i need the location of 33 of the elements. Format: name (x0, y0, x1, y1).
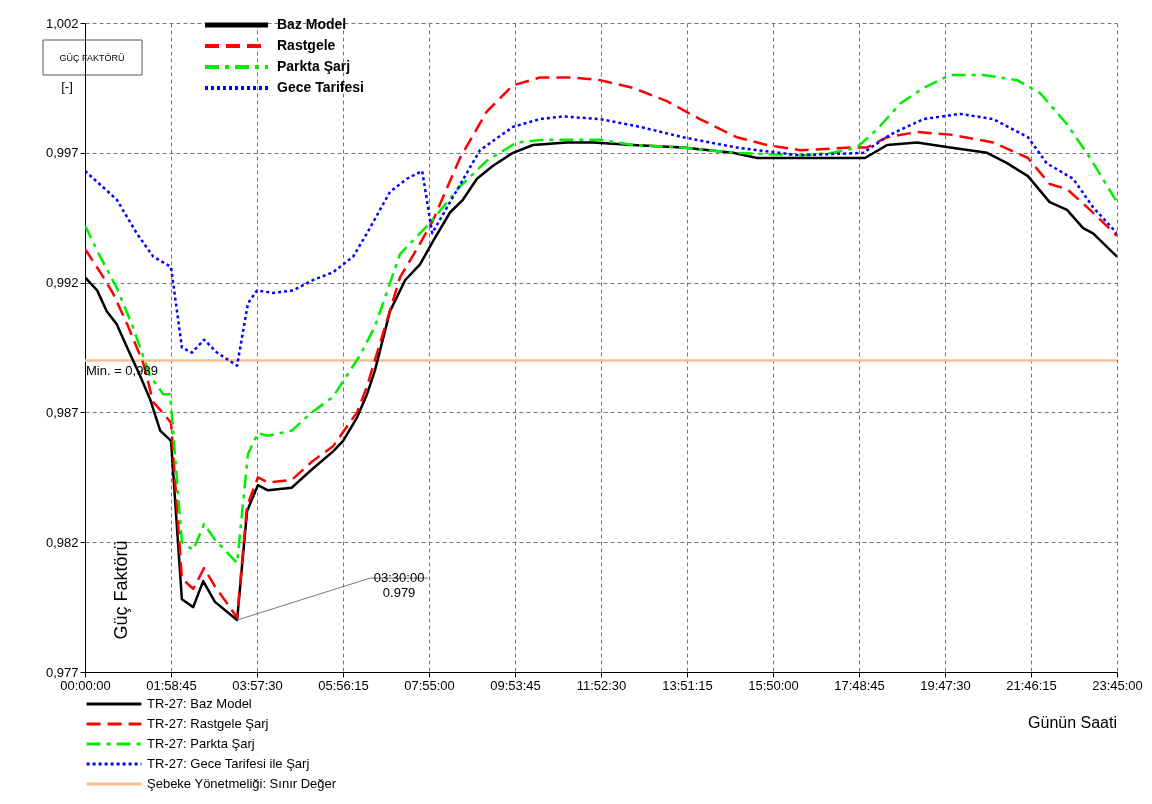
y-tick-label: 0,982 (45, 534, 79, 550)
text: [-] (61, 79, 73, 94)
line-series (85, 112, 1117, 367)
legend-label: Şebeke Yönetmeliği: Sınır Değer (147, 776, 337, 791)
legend-label: TR-27: Gece Tarifesi ile Şarj (147, 756, 310, 771)
legend-label: TR-27: Rastgele Şarj (147, 716, 269, 731)
y-tick-label: 0,987 (45, 404, 79, 420)
y-axis-title: Güç Faktörü (111, 540, 131, 640)
y-tick-label: 0,992 (45, 275, 79, 291)
x-tick-label: 00:00:00 (60, 677, 111, 693)
x-tick-label: 03:57:30 (232, 677, 283, 693)
x-tick-label: 07:55:00 (404, 677, 455, 693)
x-tick-label: 15:50:00 (748, 677, 799, 693)
annotation: Baz Model (277, 16, 347, 32)
x-tick-label: 21:46:15 (1006, 677, 1057, 693)
legend-label: TR-27: Baz Model (147, 696, 252, 711)
annotation: Gece Tarifesi (277, 79, 364, 95)
annotation: Rastgele (277, 37, 336, 53)
x-tick-label: 13:51:15 (662, 677, 713, 693)
x-tick-label: 11:52:30 (576, 677, 627, 693)
y-tick-label: 0,997 (45, 145, 79, 161)
x-tick-label: 19:47:30 (920, 677, 971, 693)
y-tick-label: 0,977 (45, 664, 79, 680)
x-axis-title: Günün Saati (1028, 714, 1117, 731)
x-tick-label: 09:53:45 (490, 677, 541, 693)
x-tick-label: 01:58:45 (146, 677, 197, 693)
annotation: Parkta Şarj (277, 58, 351, 74)
legend-label: TR-27: Parkta Şarj (147, 736, 255, 751)
x-tick-label: 23:45:00 (1092, 677, 1143, 693)
annotation: 03:30:00 0.979 (373, 570, 425, 601)
y-tick-label: 1,002 (45, 15, 79, 31)
x-tick-label: 17:48:45 (834, 677, 885, 693)
x-tick-label: 05:56:15 (318, 677, 369, 693)
